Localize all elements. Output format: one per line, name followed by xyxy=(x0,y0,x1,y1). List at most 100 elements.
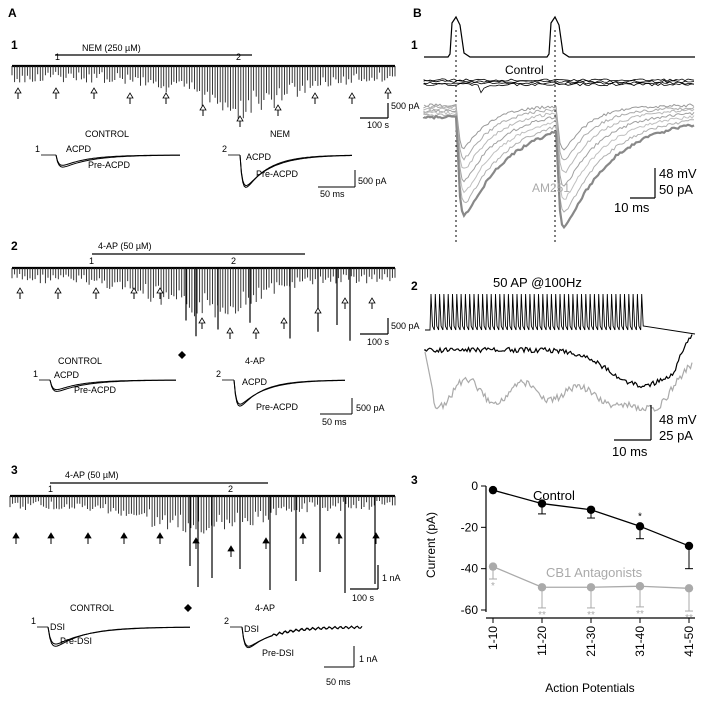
inset-scale-x-label: 50 ms xyxy=(326,677,351,687)
panel-b-label: B xyxy=(413,6,422,20)
panel-a1-number: 1 xyxy=(11,38,18,52)
am251-label: AM251 xyxy=(532,181,570,195)
up-arrow-icon xyxy=(162,92,170,104)
continuous-trace xyxy=(11,64,396,119)
trace-deflections xyxy=(11,268,396,318)
inset-drug-mark-2: 2 xyxy=(216,369,221,379)
up-arrow-icon xyxy=(274,104,282,116)
scale-label-mv: 48 mV xyxy=(659,412,697,427)
inset-control-title: CONTROL xyxy=(85,129,129,139)
up-arrow-icon xyxy=(236,115,244,127)
scale-label-mv: 48 mV xyxy=(659,166,697,181)
event-arrows xyxy=(12,532,380,557)
data-point xyxy=(537,583,547,592)
panel-a1-drug-label: NEM (250 µM) xyxy=(82,43,141,53)
scale-label-pa: 25 pA xyxy=(659,428,693,443)
up-arrow-icon xyxy=(262,537,270,549)
up-arrow-icon xyxy=(126,92,134,104)
averaged-current-trace xyxy=(241,625,363,647)
diamond-marker xyxy=(184,604,192,612)
data-point xyxy=(586,505,596,514)
inset-drug-traces xyxy=(233,379,345,407)
event-arrows xyxy=(14,87,392,127)
diamond-marker xyxy=(178,351,186,359)
up-arrow-icon xyxy=(12,532,20,544)
panel-b3: 3 0 -20 -40 -60 1-10 11-20 21-30 31-40 41-50 Curr… xyxy=(411,473,696,695)
inset-drug-trace-label-b: Pre-DSI xyxy=(262,648,294,658)
y-tick-label: -40 xyxy=(461,562,479,576)
panel-b1-number: 1 xyxy=(411,38,418,52)
scale-label-pa: 50 pA xyxy=(659,182,693,197)
panel-a-label: A xyxy=(8,6,17,20)
significance-mark: ** xyxy=(636,609,644,620)
significance-mark: ** xyxy=(538,610,546,621)
up-arrow-icon xyxy=(52,87,60,99)
continuous-trace xyxy=(11,266,396,318)
trace-mark-2: 2 xyxy=(231,256,236,266)
inset-drug-trace-label-a: DSI xyxy=(244,624,259,634)
panel-a3-drug-label: 4-AP (50 µM) xyxy=(65,470,119,480)
up-arrow-icon xyxy=(198,317,206,329)
scale-x-label: 100 s xyxy=(352,593,375,603)
up-arrow-icon xyxy=(299,532,307,544)
averaged-current-trace xyxy=(49,379,176,392)
am251-current-traces xyxy=(422,103,695,230)
up-arrow-icon xyxy=(199,104,207,116)
averaged-current-trace xyxy=(239,154,352,187)
large-spikes xyxy=(189,496,376,593)
up-arrow-icon xyxy=(227,545,235,557)
up-arrow-icon xyxy=(92,287,100,299)
trace-deflections xyxy=(11,66,396,119)
inset-mark-1: 1 xyxy=(35,144,40,154)
data-point xyxy=(586,583,596,592)
up-arrow-icon xyxy=(335,532,343,544)
control-sweep xyxy=(423,78,695,82)
up-arrow-icon xyxy=(368,297,376,309)
large-spikes xyxy=(185,268,351,341)
panel-a3-number: 3 xyxy=(11,463,18,477)
current-vs-ap-chart: 0 -20 -40 -60 1-10 11-20 21-30 31-40 41-50 Curren… xyxy=(424,479,696,695)
train-title: 50 AP @100Hz xyxy=(493,275,582,290)
panel-b2: 2 50 AP @100Hz 48 mV 25 pA 10 ms xyxy=(411,275,697,459)
panel-a2: 2 4-AP (50 µM) 1 2 500 pA 100 s CONTROL … xyxy=(11,239,420,427)
control-label: Control xyxy=(505,63,544,77)
trace-mark-1: 1 xyxy=(89,256,94,266)
inset-drug-trace-label-b: Pre-ACPD xyxy=(256,402,299,412)
trace-mark-2: 2 xyxy=(228,484,233,494)
scale-x-label: 100 s xyxy=(367,120,390,130)
inset-mark-1: 1 xyxy=(31,616,36,626)
y-tick-label: -20 xyxy=(461,520,479,534)
scale-label-ms: 10 ms xyxy=(612,444,648,459)
significance-mark: * xyxy=(638,511,642,522)
inset-drug-trace-label-a: ACPD xyxy=(246,152,272,162)
inset-drug-title: 4-AP xyxy=(245,356,265,366)
inset-trace-label-a: ACPD xyxy=(54,370,80,380)
averaged-current-trace xyxy=(47,626,190,645)
up-arrow-icon xyxy=(348,92,356,104)
inset-drug-mark-2: 2 xyxy=(224,616,229,626)
up-arrow-icon xyxy=(192,537,200,549)
inset-control-title: CONTROL xyxy=(70,603,114,613)
ap-train-trace xyxy=(425,293,696,335)
inset-control-traces xyxy=(47,626,190,647)
up-arrow-icon xyxy=(156,287,164,299)
up-arrow-icon xyxy=(384,87,392,99)
inset-mark-1: 1 xyxy=(33,369,38,379)
series-label: CB1 Antagonists xyxy=(546,565,643,580)
am251-sweep xyxy=(422,114,695,230)
up-arrow-icon xyxy=(90,87,98,99)
am251-sweep xyxy=(423,105,695,161)
x-tick-label: 41-50 xyxy=(682,626,696,657)
significance-mark: * xyxy=(491,581,495,592)
control-sweep xyxy=(423,82,695,94)
inset-scale-y-label: 500 pA xyxy=(358,176,387,186)
data-point xyxy=(488,562,498,571)
data-point xyxy=(635,522,645,531)
y-tick-label: -60 xyxy=(461,603,479,617)
up-arrow-icon xyxy=(372,532,380,544)
inset-drug-mark-2: 2 xyxy=(222,144,227,154)
inset-drug-traces xyxy=(239,154,352,188)
up-arrow-icon xyxy=(226,327,234,339)
up-arrow-icon xyxy=(280,317,288,329)
